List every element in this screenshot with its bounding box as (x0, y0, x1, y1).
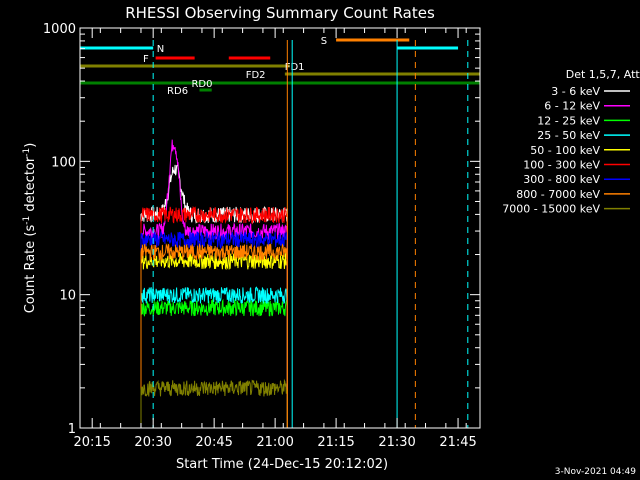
series-line-4 (140, 251, 288, 428)
series-line-6 (140, 230, 288, 428)
series-line-7 (140, 243, 288, 428)
x-tick-label: 20:15 (73, 435, 110, 450)
x-tick-label: 21:30 (378, 435, 415, 450)
legend-entry-label: 25 - 50 keV (537, 129, 600, 142)
y-axis-label-exponent: -1 (22, 216, 32, 225)
plot-frame (79, 27, 481, 429)
y-tick-label: 100 (51, 155, 76, 170)
legend-entry-label: 3 - 6 keV (551, 85, 600, 98)
flag-label-fd1: FD1 (285, 62, 305, 73)
y-axis-label-end: ) (23, 143, 38, 148)
series-line-3 (140, 286, 288, 428)
legend-entry-label: 6 - 12 keV (544, 100, 600, 113)
x-tick-label: 21:45 (439, 435, 476, 450)
series-line-5 (140, 205, 288, 428)
y-tick-label: 10 (59, 289, 76, 304)
legend-entry-label: 7000 - 15000 keV (502, 203, 600, 216)
series-line-2 (140, 298, 288, 428)
x-tick-label: 20:45 (195, 435, 232, 450)
footer-date: 3-Nov-2021 04:49 (555, 467, 637, 477)
flag-label-rd0: RD0 (191, 79, 212, 90)
x-axis: 20:15 20:30 20:45 21:00 21:15 21:30 21:45 (73, 28, 477, 450)
flag-label-fd2: FD2 (246, 70, 266, 81)
y-axis-label-main: Count Rate (s (23, 225, 38, 314)
legend-header: Det 1,5,7, Att 0 (566, 68, 640, 81)
chart-title: RHESSI Observing Summary Count Rates (125, 4, 435, 22)
legend-entry-label: 300 - 800 keV (523, 173, 600, 186)
y-axis-label: Count Rate (s-1 detector-1) (22, 143, 38, 314)
flag-label-n: N (157, 44, 164, 55)
x-axis-label: Start Time (24-Dec-15 20:12:02) (176, 457, 388, 472)
y-tick-label: 1 (68, 422, 76, 437)
series-line-8 (140, 378, 288, 428)
x-tick-label: 20:30 (134, 435, 171, 450)
x-tick-label: 21:15 (317, 435, 354, 450)
flag-label-f: F (143, 54, 149, 65)
legend-entry-label: 50 - 100 keV (530, 144, 600, 157)
y-axis-label-exponent-2: -1 (22, 148, 32, 157)
y-axis: 1 10 100 1000 (43, 22, 480, 437)
legend-entry-label: 12 - 25 keV (537, 114, 600, 127)
legend-entry-label: 100 - 300 keV (523, 159, 600, 172)
y-axis-label-unit: detector (23, 156, 38, 216)
legend-entry-label: 800 - 7000 keV (516, 188, 600, 201)
series-layer (140, 139, 288, 428)
flag-label-s: S (321, 36, 327, 47)
x-tick-label: 21:00 (256, 435, 293, 450)
flag-label-rd6: RD6 (167, 86, 188, 97)
y-tick-label: 1000 (43, 22, 76, 37)
